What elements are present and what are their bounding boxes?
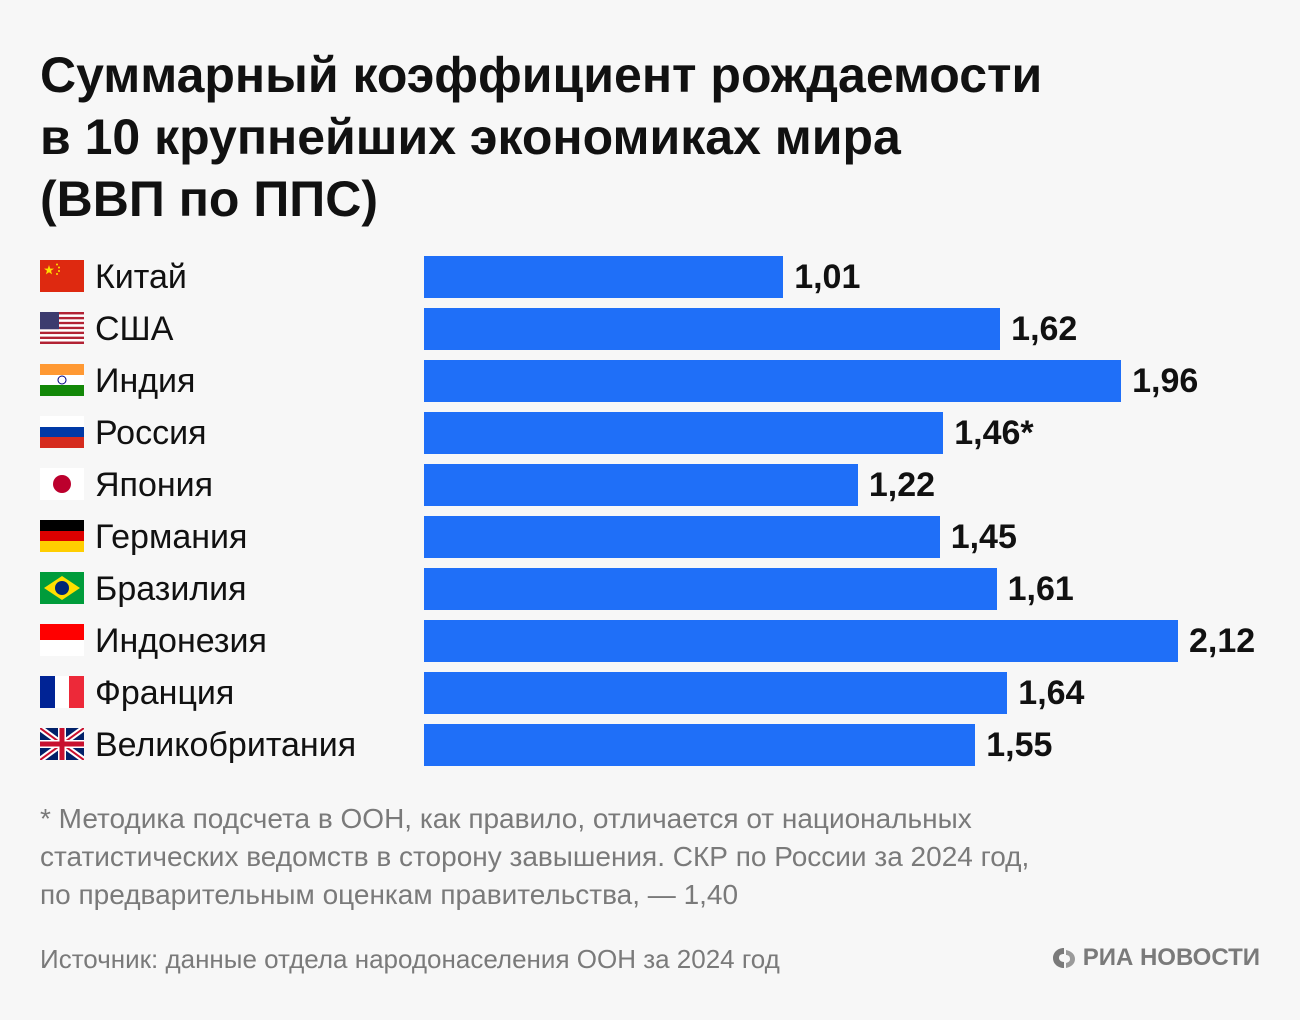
bar [424,412,944,454]
footnote-line-2: статистических ведомств в сторону завыше… [40,841,1030,872]
category-label: США [95,310,174,348]
bar [424,516,940,558]
bar-row: Китай 1,01 [0,256,1300,298]
india-flag-icon [40,364,84,396]
category-label: Бразилия [95,570,247,608]
bar-row: Бразилия 1,61 [0,568,1300,610]
value-label: 1,96 [1132,362,1199,400]
bar [424,724,976,766]
bar [424,308,1001,350]
value-label: 1,55 [986,726,1053,764]
value-label: 2,12 [1189,622,1256,660]
bar [424,672,1008,714]
bar [424,360,1122,402]
japan-flag-icon [40,468,84,500]
title-line-3: (ВВП по ППС) [40,171,378,227]
category-label: Великобритания [95,726,357,764]
indonesia-flag-icon [40,624,84,656]
bar-row: Великобритания 1,55 [0,724,1300,766]
bar [424,256,784,298]
uk-flag-icon [40,728,84,760]
value-label: 1,45 [950,518,1017,556]
russia-flag-icon [40,416,84,448]
value-label: 1,01 [794,258,861,296]
chart-title: Суммарный коэффициент рождаемости в 10 к… [40,44,1240,230]
value-label: 1,46* [954,414,1034,452]
bar-row: Германия 1,45 [0,516,1300,558]
bar-row: Индонезия 2,12 [0,620,1300,662]
category-label: Франция [95,674,235,712]
category-label: Россия [95,414,207,452]
category-label: Германия [95,518,248,556]
category-label: Индия [95,362,196,400]
value-label: 1,64 [1018,674,1085,712]
footnote-line-1: * Методика подсчета в ООН, как правило, … [40,803,972,834]
category-label: Индонезия [95,622,267,660]
value-label: 1,22 [868,466,936,504]
title-line-2: в 10 крупнейших экономиках мира [40,109,901,165]
bar-chart: Китай 1,01 США 1,62 Индия 1,96 Россия 1,46* Япон… [0,256,1300,776]
value-label: 1,61 [1007,570,1074,608]
category-label: Япония [95,466,214,504]
bar-row: Франция 1,64 [0,672,1300,714]
brand-logo: РИА НОВОСТИ [1051,944,1260,972]
bar-row: Россия 1,46* [0,412,1300,454]
ria-logo-icon [1052,948,1075,968]
bar-row: Индия 1,96 [0,360,1300,402]
footnote: * Методика подсчета в ООН, как правило, … [40,800,1260,914]
category-label: Китай [95,258,187,296]
china-flag-icon [40,260,84,292]
france-flag-icon [40,676,84,708]
brand-name: РИА НОВОСТИ [1082,944,1260,971]
source-note: Источник: данные отдела народонаселения … [40,944,780,974]
brazil-flag-icon [40,572,84,604]
title-line-1: Суммарный коэффициент рождаемости [40,47,1043,103]
bar [424,568,997,610]
bar [424,620,1178,662]
germany-flag-icon [40,520,84,552]
value-label: 1,62 [1011,310,1078,348]
usa-flag-icon [40,312,84,344]
footnote-line-3: по предварительным оценкам правительства… [40,879,739,910]
bar-row: США 1,62 [0,308,1300,350]
bar [424,464,858,506]
bar-row: Япония 1,22 [0,464,1300,506]
